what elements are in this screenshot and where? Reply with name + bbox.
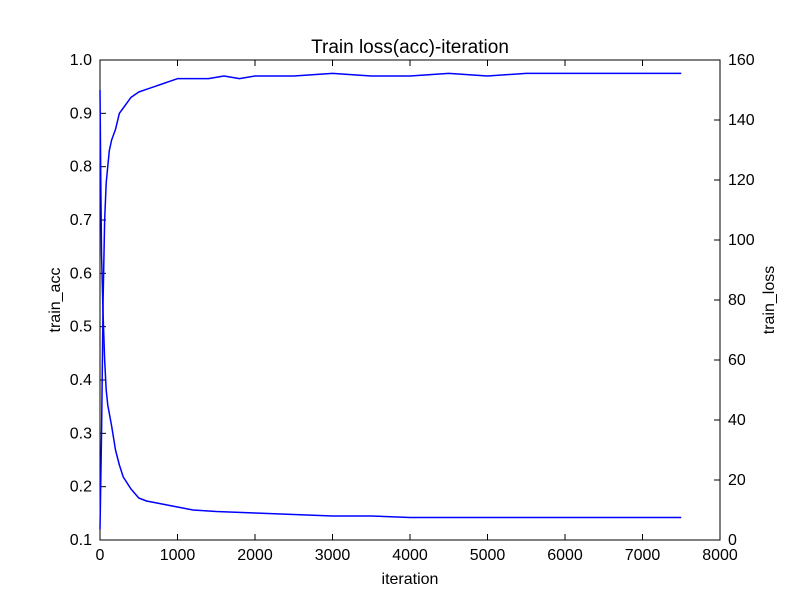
left-y-tick-label: 1.0 xyxy=(70,52,92,69)
left-y-tick-label: 0.3 xyxy=(70,425,92,442)
right-y-tick-label: 100 xyxy=(728,232,755,249)
left-y-tick-label: 0.8 xyxy=(70,159,92,176)
x-tick-label: 7000 xyxy=(625,547,661,564)
x-axis: 0 1000 2000 3000 4000 5000 6000 7000 8000 xyxy=(96,60,738,564)
train-acc-line xyxy=(99,72,682,530)
left-y-tick-label: 0.7 xyxy=(70,212,92,229)
right-y-tick-label: 0 xyxy=(728,532,737,549)
plot-frame xyxy=(99,59,721,541)
x-tick-label: 1000 xyxy=(160,547,196,564)
left-y-tick-label: 0.4 xyxy=(70,372,92,389)
x-tick-label: 8000 xyxy=(702,547,738,564)
right-y-tick-label: 80 xyxy=(728,292,746,309)
left-y-axis-label: train_acc xyxy=(47,268,64,333)
right-y-tick-label: 160 xyxy=(728,52,755,69)
series-group xyxy=(99,72,682,530)
left-y-tick-label: 0.9 xyxy=(70,105,92,122)
left-y-tick-label: 0.6 xyxy=(70,265,92,282)
x-tick-label: 6000 xyxy=(547,547,583,564)
x-tick-label: 3000 xyxy=(315,547,351,564)
x-tick-label: 4000 xyxy=(392,547,428,564)
right-y-tick-label: 40 xyxy=(728,412,746,429)
right-y-axis-label: train_loss xyxy=(761,266,778,334)
left-y-tick-label: 0.1 xyxy=(70,532,92,549)
x-tick-label: 0 xyxy=(96,547,105,564)
right-y-axis: 0 20 40 60 80 100 120 140 160 xyxy=(714,52,755,549)
left-y-tick-label: 0.5 xyxy=(70,319,92,336)
right-y-tick-label: 60 xyxy=(728,352,746,369)
x-tick-label: 5000 xyxy=(470,547,506,564)
chart-title: Train loss(acc)-iteration xyxy=(311,37,509,58)
train-loss-line xyxy=(99,89,682,519)
left-y-axis: 0.1 0.2 0.3 0.4 0.5 0.6 0.7 0.8 0.9 1.0 xyxy=(70,52,106,549)
right-y-tick-label: 120 xyxy=(728,172,755,189)
right-y-tick-label: 140 xyxy=(728,112,755,129)
x-tick-label: 2000 xyxy=(237,547,273,564)
x-axis-label: iteration xyxy=(382,571,439,588)
left-y-tick-label: 0.2 xyxy=(70,479,92,496)
right-y-tick-label: 20 xyxy=(728,472,746,489)
